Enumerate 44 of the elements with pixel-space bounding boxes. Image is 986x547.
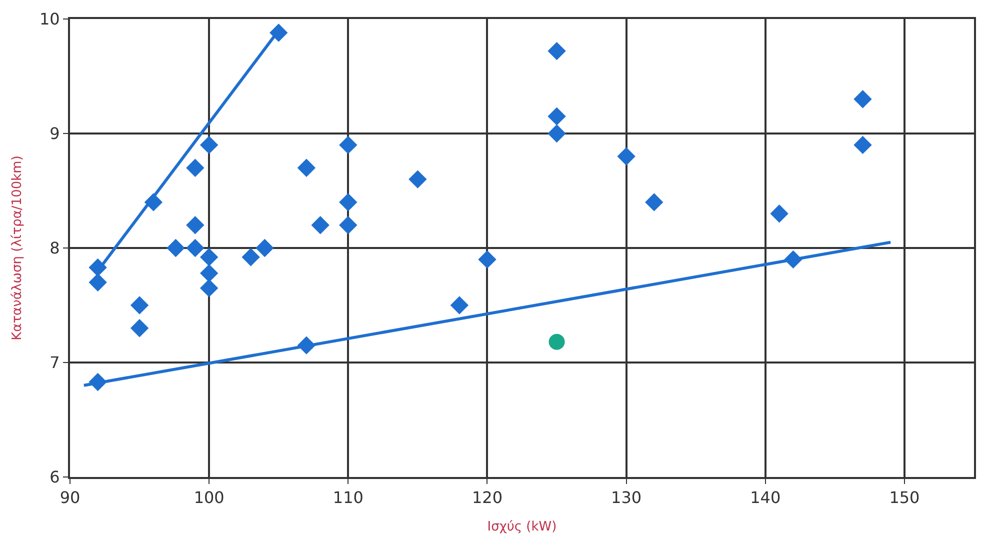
point — [450, 296, 469, 314]
point — [854, 136, 872, 154]
point — [548, 42, 566, 60]
x-tick-label: 150 — [889, 488, 920, 508]
point — [339, 193, 358, 212]
point — [130, 296, 149, 314]
point — [186, 238, 204, 258]
point — [200, 264, 218, 282]
x-tick-label: 100 — [194, 488, 224, 508]
point — [339, 216, 358, 234]
x-axis-title: Ισχύς (kW) — [487, 519, 557, 534]
point — [645, 193, 664, 212]
point — [130, 319, 149, 338]
x-tick-label: 90 — [60, 488, 80, 508]
point — [166, 238, 185, 258]
point — [339, 136, 358, 154]
x-tick-label: 130 — [611, 488, 642, 508]
point — [200, 248, 218, 266]
point — [770, 204, 788, 223]
point — [617, 147, 636, 166]
point — [186, 158, 204, 177]
y-tick-label: 6 — [50, 468, 60, 487]
point — [88, 273, 107, 292]
x-tick-label: 140 — [750, 488, 781, 508]
point — [242, 248, 260, 266]
x-tick-label: 110 — [332, 488, 364, 508]
point — [478, 250, 496, 269]
point — [854, 90, 872, 108]
y-axis-title: Κατανάλωση (λίτρα/100km) — [10, 156, 25, 340]
point — [311, 216, 330, 234]
x-tick-label: 120 — [472, 488, 503, 508]
point — [297, 158, 316, 177]
point — [186, 216, 204, 234]
y-tick-label: 8 — [50, 238, 60, 258]
point — [256, 238, 274, 258]
y-tick-label: 10 — [39, 10, 60, 29]
point — [548, 334, 565, 350]
point — [200, 278, 218, 298]
y-tick-label: 9 — [50, 124, 60, 144]
point — [200, 136, 218, 154]
point — [548, 124, 566, 143]
point — [548, 107, 566, 126]
y-tick-label: 7 — [50, 353, 60, 372]
point — [408, 170, 427, 188]
